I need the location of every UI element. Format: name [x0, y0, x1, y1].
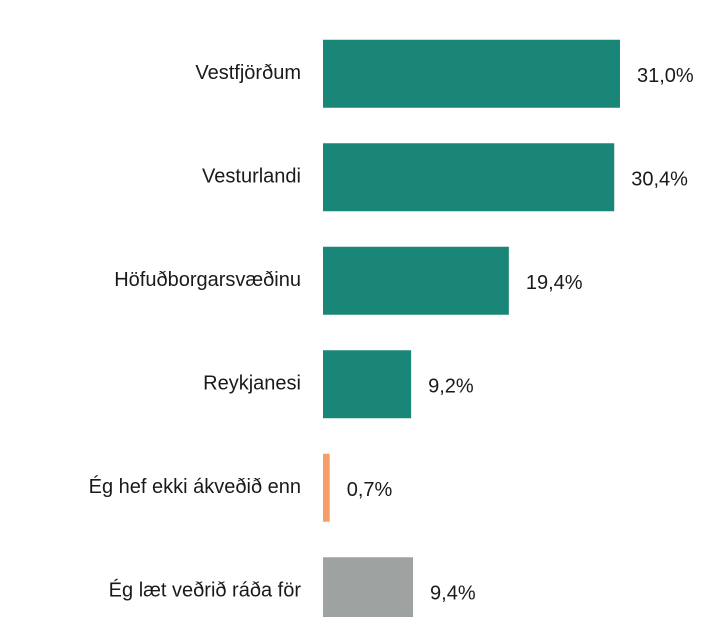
- value-label: 31,0%: [637, 65, 694, 87]
- value-label: 0,7%: [347, 479, 393, 501]
- category-label: Reykjanesi: [203, 373, 301, 395]
- bar: [323, 350, 412, 419]
- category-label: Höfuðborgarsvæðinu: [114, 269, 301, 291]
- category-label: Vesturlandi: [202, 166, 301, 188]
- category-label: Ég læt veðrið ráða för: [109, 579, 302, 602]
- bar: [323, 143, 615, 212]
- category-label: Ég hef ekki ákveðið enn: [89, 475, 301, 498]
- value-label: 9,2%: [428, 376, 474, 398]
- value-label: 19,4%: [526, 272, 583, 294]
- value-label: 30,4%: [631, 169, 688, 191]
- bar: [323, 246, 509, 315]
- category-label: Vestfjörðum: [195, 62, 301, 84]
- bar: [323, 557, 414, 617]
- value-label: 9,4%: [430, 583, 476, 605]
- bar: [323, 39, 620, 108]
- bar: [323, 453, 330, 522]
